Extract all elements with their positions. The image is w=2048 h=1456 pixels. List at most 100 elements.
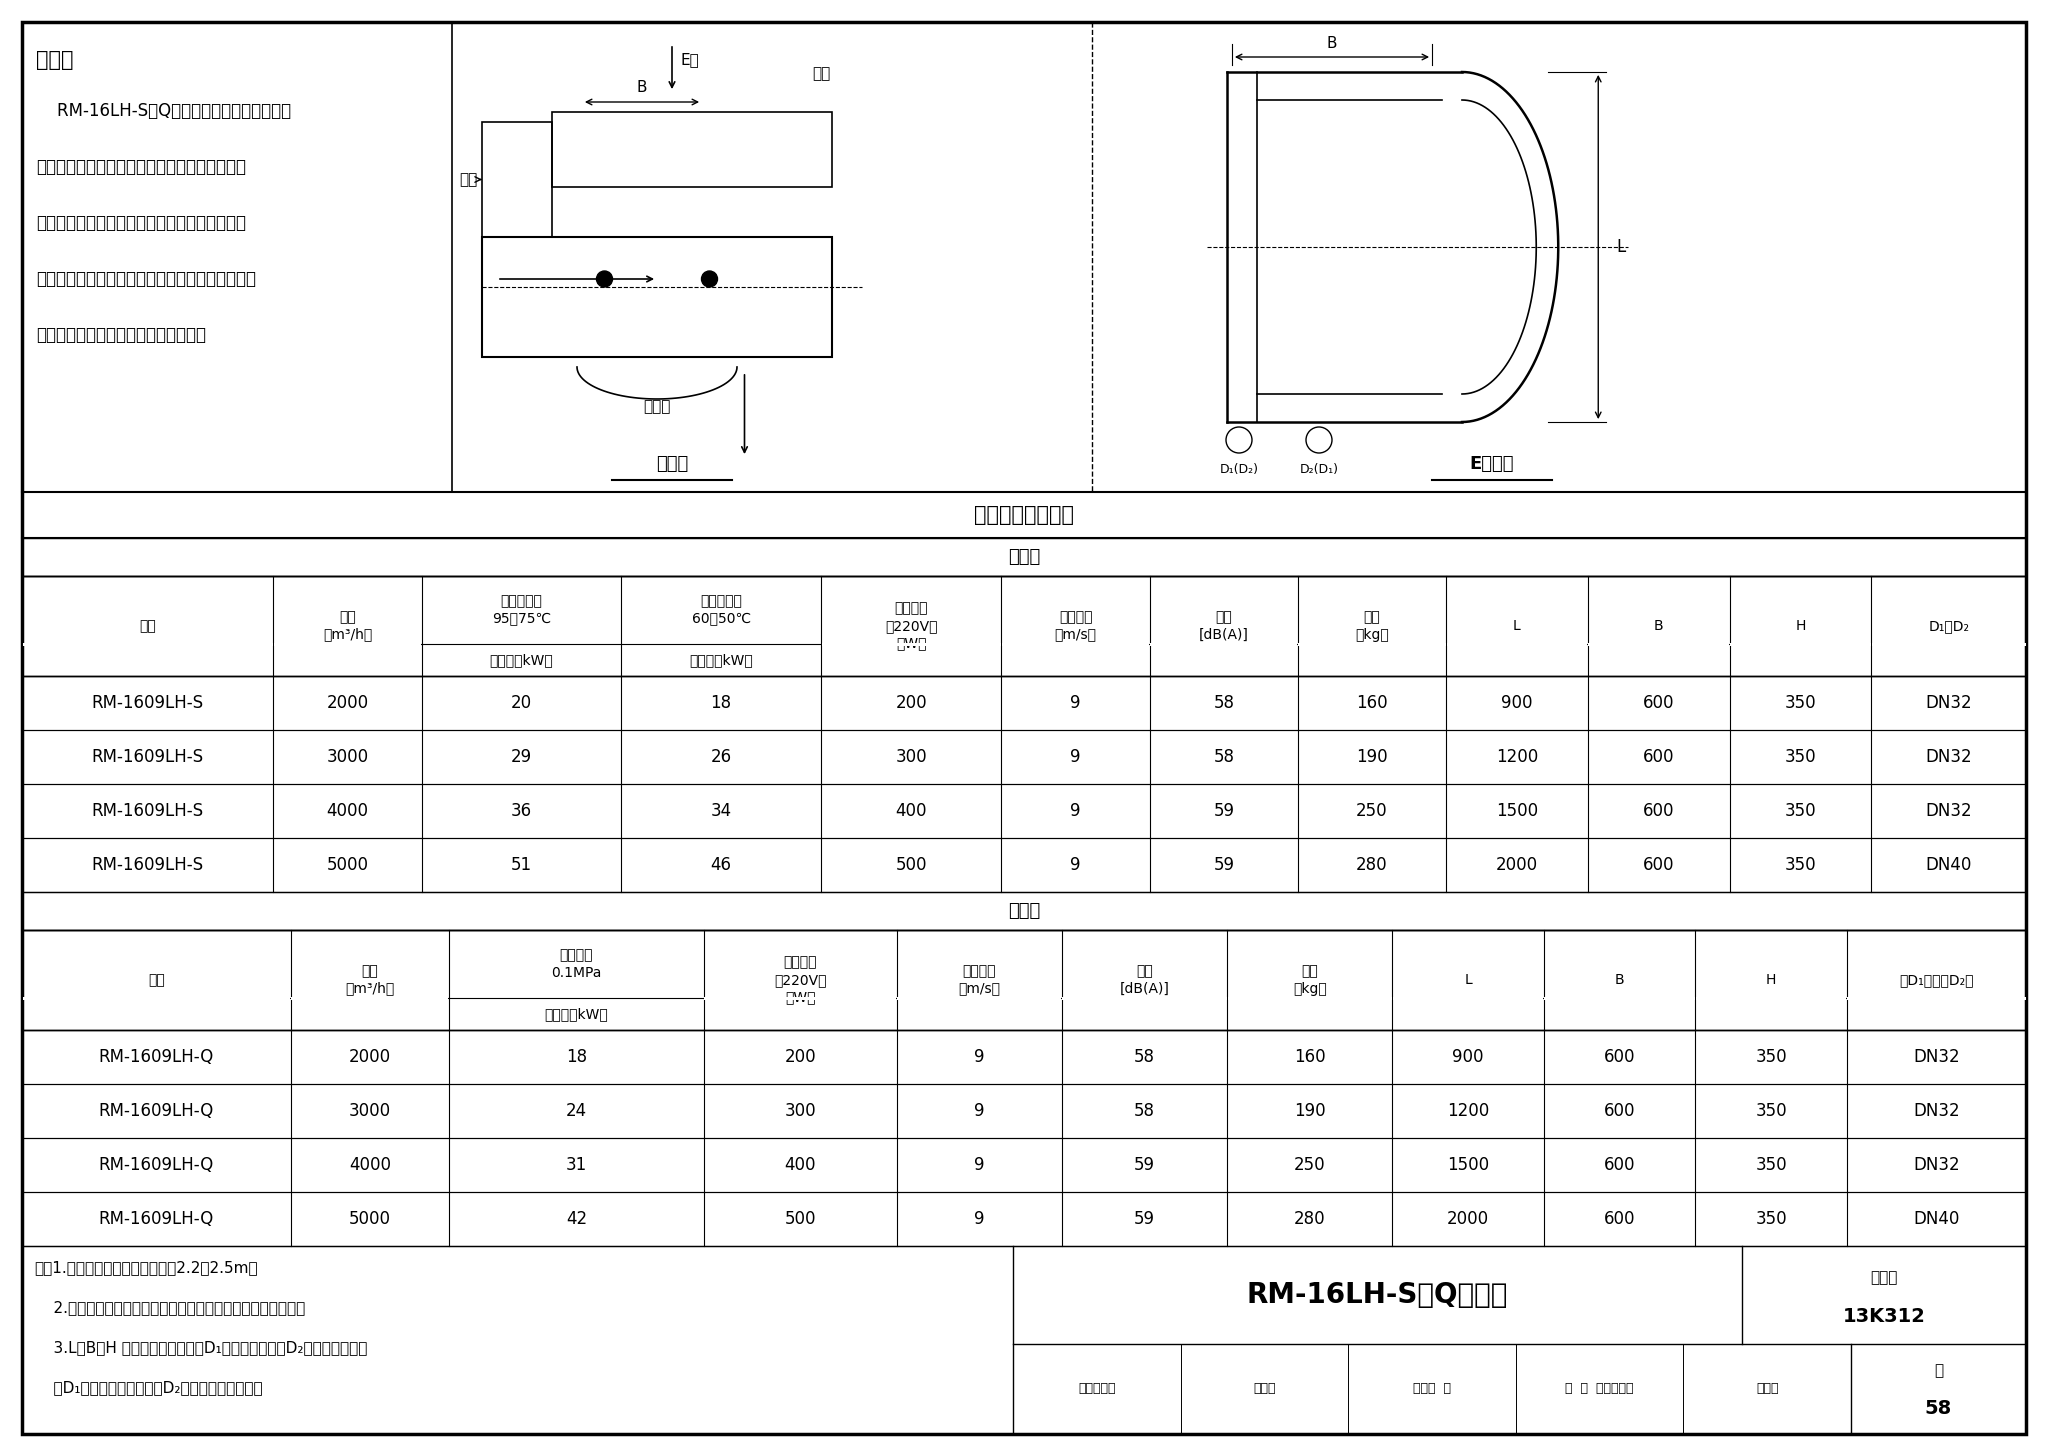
Text: 58: 58 bbox=[1212, 695, 1235, 712]
Bar bbox=[23, 783, 2025, 839]
Text: 度及华盖高度确定。外形美观、热交换效率高、隔: 度及华盖高度确定。外形美观、热交换效率高、隔 bbox=[37, 269, 256, 288]
Text: 59: 59 bbox=[1135, 1156, 1155, 1174]
Bar bbox=[1847, 996, 2025, 999]
Text: 2000: 2000 bbox=[326, 695, 369, 712]
Text: 400: 400 bbox=[784, 1156, 815, 1174]
Bar bbox=[23, 539, 2025, 577]
Bar bbox=[1001, 642, 1149, 645]
Text: B: B bbox=[637, 80, 647, 96]
Text: 蒸气型: 蒸气型 bbox=[1008, 903, 1040, 920]
Text: 汉  药  设计许远超: 汉 药 设计许远超 bbox=[1565, 1382, 1634, 1395]
Bar bbox=[23, 1029, 2025, 1085]
Text: D₂(D₁): D₂(D₁) bbox=[1300, 463, 1339, 476]
Text: 400: 400 bbox=[895, 802, 928, 820]
Text: 58: 58 bbox=[1212, 748, 1235, 766]
Text: 图复吴: 图复吴 bbox=[1253, 1382, 1276, 1395]
Circle shape bbox=[702, 271, 717, 287]
Circle shape bbox=[596, 271, 612, 287]
Text: 59: 59 bbox=[1212, 802, 1235, 820]
Text: 风量
（m³/h）: 风量 （m³/h） bbox=[346, 964, 395, 996]
Text: L: L bbox=[1464, 973, 1473, 987]
Text: DN32: DN32 bbox=[1913, 1102, 1960, 1120]
Text: 出口风速
（m/s）: 出口风速 （m/s） bbox=[1055, 610, 1096, 642]
Text: 190: 190 bbox=[1356, 748, 1389, 766]
Text: DN32: DN32 bbox=[1925, 695, 1972, 712]
Bar bbox=[1227, 996, 1393, 999]
Bar bbox=[1696, 996, 1847, 999]
Text: RM-1609LH-Q: RM-1609LH-Q bbox=[98, 1210, 213, 1227]
Text: 26: 26 bbox=[711, 748, 731, 766]
Bar bbox=[1872, 642, 2025, 645]
Text: 13K312: 13K312 bbox=[1843, 1307, 1925, 1326]
Bar bbox=[23, 1246, 2025, 1434]
Text: 供回水温度
60～50℃: 供回水温度 60～50℃ bbox=[692, 594, 752, 626]
Text: 风机功率
（220V）
（W）: 风机功率 （220V） （W） bbox=[885, 601, 938, 651]
Text: 58: 58 bbox=[1135, 1102, 1155, 1120]
Text: 600: 600 bbox=[1642, 695, 1675, 712]
Bar bbox=[1589, 642, 1729, 645]
Text: 500: 500 bbox=[784, 1210, 815, 1227]
Text: （D₁）、（D₂）: （D₁）、（D₂） bbox=[1898, 973, 1974, 987]
Text: 18: 18 bbox=[711, 695, 731, 712]
Text: RM-16LH-S、Q热水、蒸气空气幕安装在旋: RM-16LH-S、Q热水、蒸气空气幕安装在旋 bbox=[37, 102, 291, 119]
Text: DN32: DN32 bbox=[1913, 1048, 1960, 1066]
Bar bbox=[1063, 996, 1227, 999]
Text: 简介：: 简介： bbox=[37, 50, 74, 70]
Text: 风量
（m³/h）: 风量 （m³/h） bbox=[324, 610, 373, 642]
Text: 1200: 1200 bbox=[1495, 748, 1538, 766]
Text: RM-1609LH-Q: RM-1609LH-Q bbox=[98, 1156, 213, 1174]
Text: 29: 29 bbox=[510, 748, 532, 766]
Text: 转门顶部，由离心风机、热交换器、风道、百叶: 转门顶部，由离心风机、热交换器、风道、百叶 bbox=[37, 159, 246, 176]
Bar bbox=[274, 642, 422, 645]
Text: 280: 280 bbox=[1294, 1210, 1325, 1227]
Text: 图集号: 图集号 bbox=[1870, 1270, 1898, 1284]
Text: 1200: 1200 bbox=[1448, 1102, 1489, 1120]
Bar bbox=[23, 676, 2025, 729]
Text: 59: 59 bbox=[1135, 1210, 1155, 1227]
Bar bbox=[1151, 642, 1296, 645]
Text: DN32: DN32 bbox=[1913, 1156, 1960, 1174]
Text: 200: 200 bbox=[784, 1048, 815, 1066]
Bar bbox=[481, 122, 553, 237]
Text: 20: 20 bbox=[510, 695, 532, 712]
Text: 供热量（kW）: 供热量（kW） bbox=[545, 1008, 608, 1021]
Bar bbox=[23, 839, 2025, 893]
Text: 300: 300 bbox=[784, 1102, 815, 1120]
Text: 350: 350 bbox=[1784, 695, 1817, 712]
Text: 900: 900 bbox=[1501, 695, 1532, 712]
Bar bbox=[481, 237, 831, 357]
Text: 59: 59 bbox=[1212, 856, 1235, 874]
Bar bbox=[23, 930, 2025, 1029]
Text: RM-16LH-S、Q空气幕: RM-16LH-S、Q空气幕 bbox=[1247, 1281, 1509, 1309]
Text: 600: 600 bbox=[1604, 1210, 1636, 1227]
Text: 校对成  漆: 校对成 漆 bbox=[1413, 1382, 1450, 1395]
Text: RM-1609LH-Q: RM-1609LH-Q bbox=[98, 1102, 213, 1120]
Text: 注：1.空气幕出风口距地面高度为2.2～2.5m。: 注：1.空气幕出风口距地面高度为2.2～2.5m。 bbox=[35, 1259, 258, 1275]
Text: 9: 9 bbox=[975, 1102, 985, 1120]
Text: 9: 9 bbox=[975, 1156, 985, 1174]
Text: DN32: DN32 bbox=[1925, 748, 1972, 766]
Bar bbox=[23, 930, 2025, 1029]
Bar bbox=[553, 112, 831, 186]
Text: 4000: 4000 bbox=[348, 1156, 391, 1174]
Text: 出口风速
（m/s）: 出口风速 （m/s） bbox=[958, 964, 999, 996]
Text: 350: 350 bbox=[1784, 856, 1817, 874]
Text: 风口等组成。风道尺寸由旋转门直径、进出口宽: 风口等组成。风道尺寸由旋转门直径、进出口宽 bbox=[37, 214, 246, 232]
Text: 190: 190 bbox=[1294, 1102, 1325, 1120]
Text: 供热量（kW）: 供热量（kW） bbox=[690, 652, 754, 667]
Text: 热水型: 热水型 bbox=[1008, 547, 1040, 566]
Text: 250: 250 bbox=[1356, 802, 1389, 820]
Text: L: L bbox=[1616, 237, 1626, 256]
Text: 供回水温度
95～75℃: 供回水温度 95～75℃ bbox=[492, 594, 551, 626]
Text: H: H bbox=[1796, 619, 1806, 633]
Bar bbox=[23, 1139, 2025, 1192]
Text: 280: 280 bbox=[1356, 856, 1389, 874]
Text: 风道: 风道 bbox=[811, 67, 829, 82]
Text: 1500: 1500 bbox=[1448, 1156, 1489, 1174]
Text: 蒸气压力
0.1MPa: 蒸气压力 0.1MPa bbox=[551, 948, 602, 980]
Bar bbox=[23, 577, 2025, 676]
Text: 350: 350 bbox=[1755, 1048, 1788, 1066]
Text: 9: 9 bbox=[1071, 856, 1081, 874]
Bar bbox=[23, 1085, 2025, 1139]
Bar bbox=[291, 996, 449, 999]
